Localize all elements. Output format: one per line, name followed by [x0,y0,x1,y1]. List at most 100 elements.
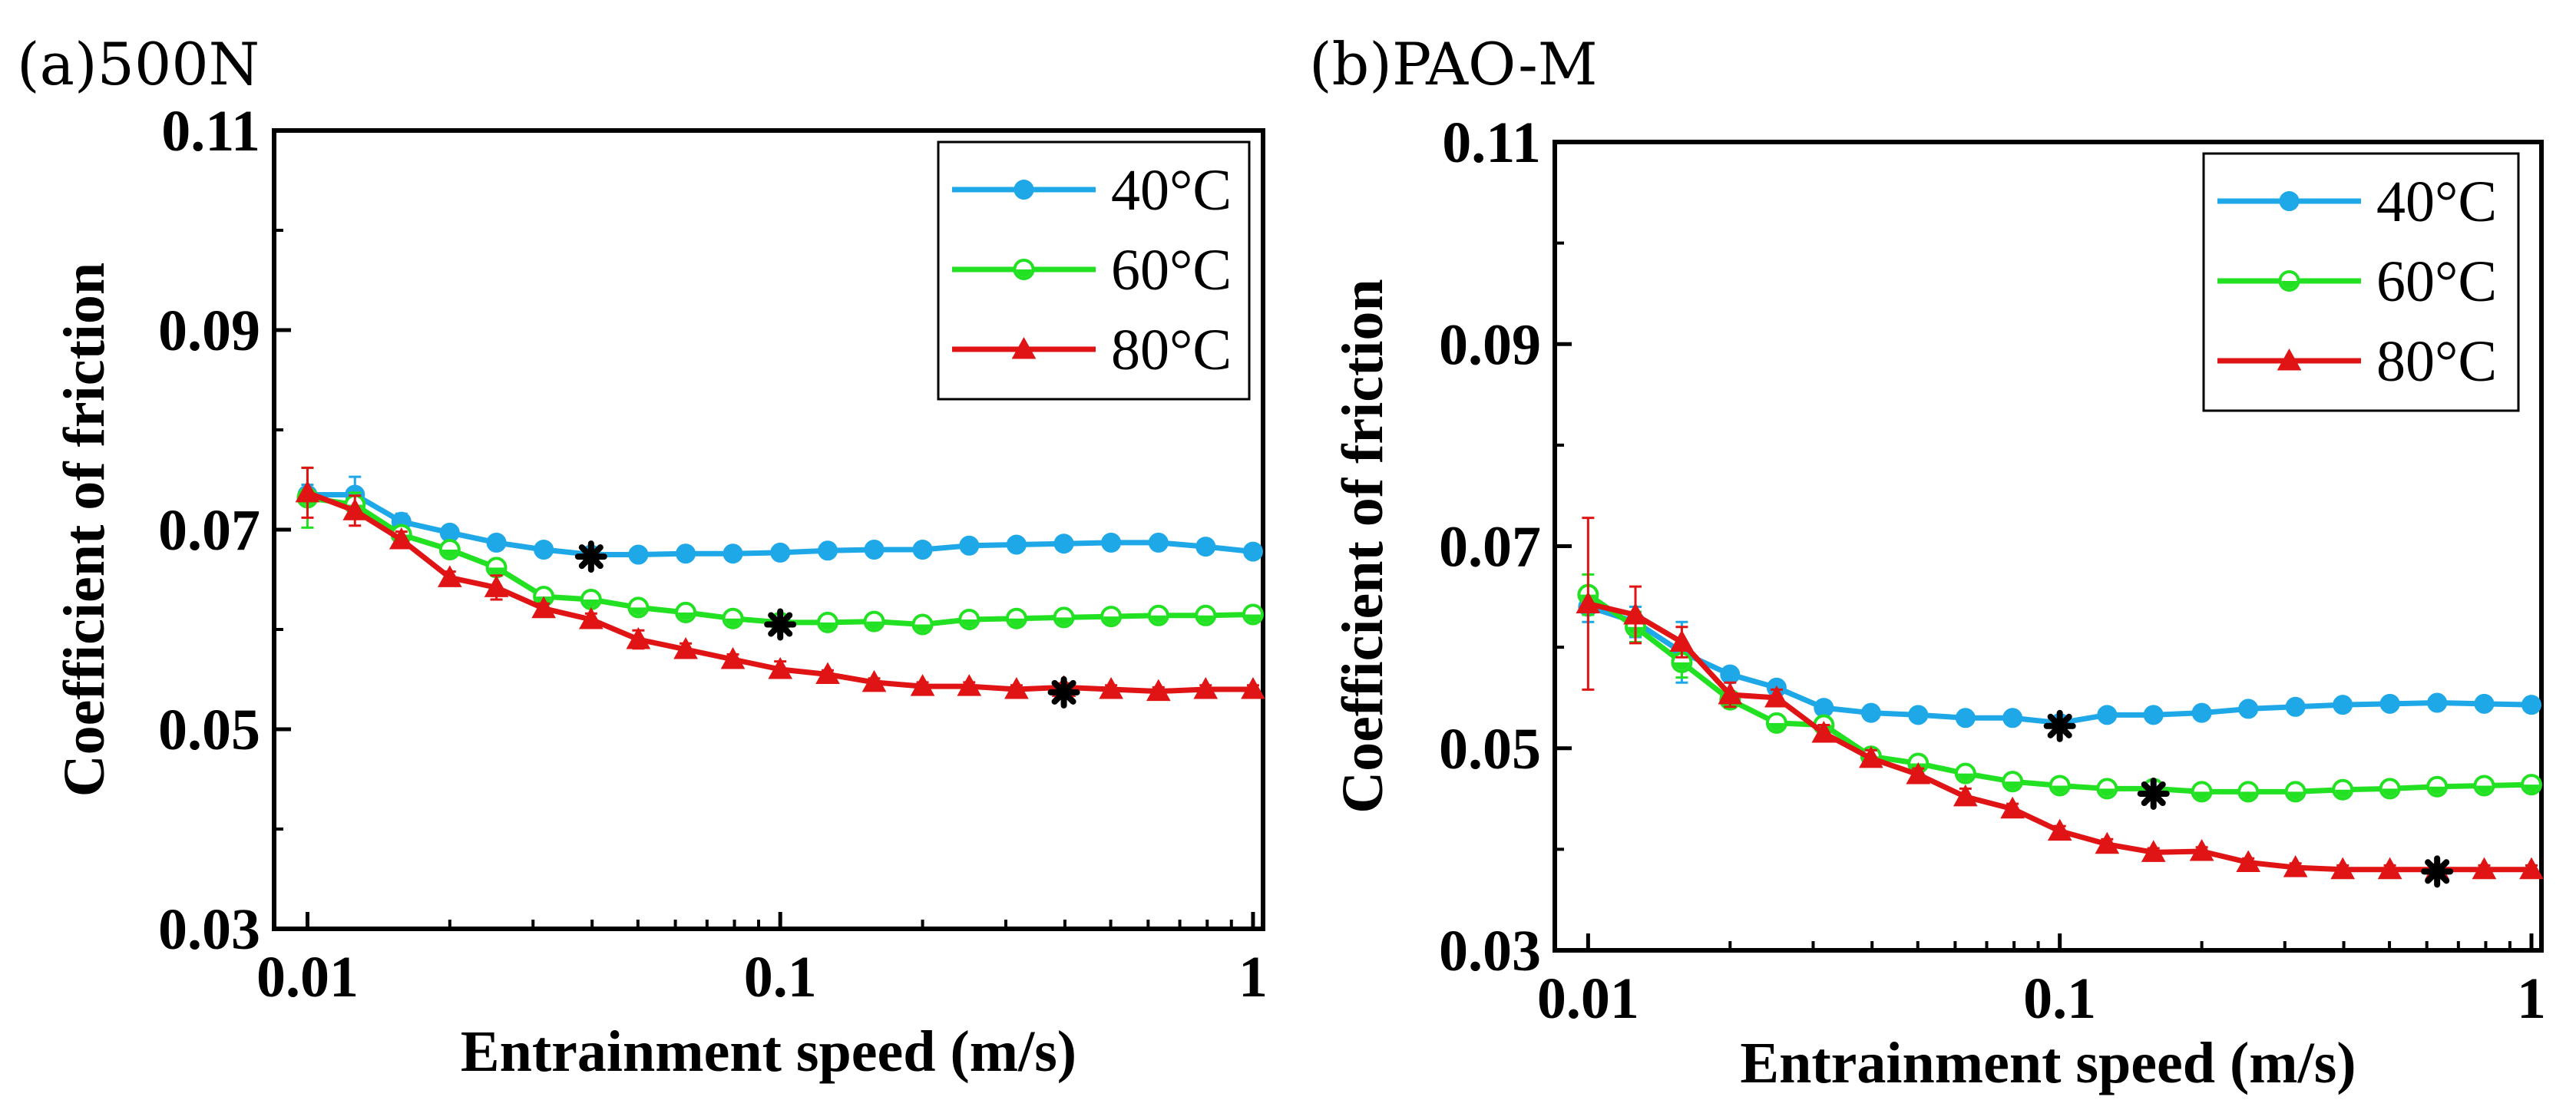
data-point [2236,850,2261,872]
legend-swatch-marker [2277,348,2302,371]
data-point-fill [630,607,646,616]
data-point-fill [2429,786,2445,795]
series-3 [1576,517,2544,888]
data-point-fill [1245,614,1261,623]
star-stroke [1051,679,1076,705]
data-point [1908,705,1929,725]
data-point [1764,685,1789,708]
data-point-fill [914,624,931,633]
data-point [1720,664,1741,685]
data-point [910,674,935,696]
data-point-fill [2476,785,2492,794]
star-stroke [2141,781,2166,807]
legend-item-1: 40°C [2217,170,2497,234]
data-point [1241,676,1265,699]
x-tick-label: 0.1 [2023,966,2096,1031]
data-point-fill [1198,615,1214,623]
data-point [1576,591,1601,614]
data-point [1006,534,1027,555]
data-point-fill [1768,722,1784,731]
data-point [2519,857,2544,880]
legend-item-1: 40°C [952,158,1232,223]
x-tick-label: 1 [1238,945,1268,1009]
data-point [531,596,556,619]
data-point-fill [820,622,836,630]
data-point-fill [1957,773,1973,781]
data-point [1242,541,1263,562]
legend-swatch-marker-fill [1016,269,1032,278]
data-point-fill [1150,615,1166,623]
panel-b: (b)PAO-M 0.030.050.070.090.110.01 0.1 1Ent… [1309,30,2546,1095]
data-point [342,498,368,520]
panel-a-title: (a)500N [17,30,260,98]
transition-star-marker [2137,777,2170,810]
legend-item-3: 80°C [952,318,1232,382]
data-point [861,669,887,692]
data-point [2189,838,2214,861]
data-point [2191,702,2212,723]
data-point [2095,831,2120,854]
y-tick-label: 0.09 [158,299,260,363]
data-point-fill [961,619,977,628]
legend-label: 80°C [1111,318,1232,382]
data-point-fill [2052,785,2068,794]
data-point-fill [2240,791,2257,800]
data-point [2238,699,2259,719]
data-point [959,535,980,556]
data-point [770,542,791,563]
data-point [1718,682,1743,705]
data-point [2330,857,2356,880]
data-point [815,662,840,684]
legend: 40°C 60°C 80°C [2202,152,2520,412]
data-point [295,480,320,503]
x-tick-label: 0.1 [744,945,817,1009]
y-tick-label: 0.05 [1439,717,1541,781]
data-point [2427,692,2448,713]
data-point [2379,693,2400,714]
x-axis-title: Entrainment speed (m/s) [1740,1031,2356,1095]
legend-label: 60°C [2376,249,2497,314]
data-point-fill [2194,791,2210,800]
legend-item-2: 60°C [2217,249,2497,314]
star-stroke [578,544,603,570]
star-stroke [2047,713,2072,738]
data-point [1906,761,1931,785]
transition-star-marker [2043,709,2076,742]
star-stroke [768,612,793,637]
data-point [2472,857,2497,880]
y-tick-label: 0.11 [1442,111,1541,175]
data-point-fill [866,621,882,629]
data-point [864,540,885,560]
legend-label: 40°C [2376,170,2497,234]
data-point [437,565,462,587]
data-point [1101,532,1122,553]
data-point-fill [725,618,741,626]
data-point [2143,705,2164,725]
data-point [1004,676,1029,699]
data-point [1195,537,1216,557]
legend-swatch-marker [1011,336,1037,359]
legend-label: 80°C [2376,329,2497,394]
data-point-fill [678,612,694,620]
y-axis-title: Coefficient of friction [52,263,117,797]
x-tick-label: 1 [2517,966,2546,1031]
data-point [486,532,507,553]
data-point [676,543,696,564]
data-point [2333,695,2353,715]
data-point-fill [2382,788,2398,797]
data-point [2283,855,2308,877]
data-point-fill [1056,617,1072,626]
y-tick-label: 0.07 [158,498,260,563]
data-point [1669,629,1695,652]
transition-star-marker [574,540,607,573]
data-point-fill [2005,781,2021,790]
data-point-fill [2287,791,2303,800]
data-point [1623,602,1648,625]
data-point [673,636,698,659]
data-point [2521,695,2541,715]
data-point [626,626,651,649]
data-point [1053,534,1074,554]
data-point-fill [2523,785,2539,793]
data-point [2285,696,2306,717]
